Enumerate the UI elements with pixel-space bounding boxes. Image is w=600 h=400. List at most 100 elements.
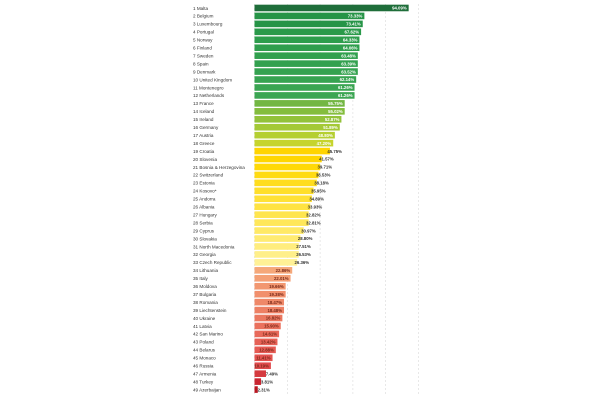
bar <box>254 139 334 147</box>
category-label: 33 Czech Republic <box>193 260 232 265</box>
value-label: 38.18% <box>314 181 329 186</box>
value-label: 22.86% <box>276 268 291 273</box>
bar <box>254 354 273 362</box>
value-label: 14.61% <box>263 332 278 337</box>
bar <box>254 290 286 298</box>
value-label: 13.42% <box>261 340 276 345</box>
value-label: 94.09% <box>392 6 407 11</box>
category-label: 31 North Macedonia <box>193 244 235 249</box>
category-label: 13 France <box>193 101 214 106</box>
category-label: 22 Switzerland <box>193 173 224 178</box>
bar <box>254 298 285 306</box>
category-label: 20 Slovenia <box>193 157 217 162</box>
category-label: 35 Italy <box>193 276 209 281</box>
value-label: 61.26% <box>338 93 353 98</box>
category-label: 12 Netherlands <box>193 93 225 98</box>
category-label: 34 Lithuania <box>193 268 218 273</box>
value-label: 64.06% <box>343 45 358 50</box>
category-label: 11 Montenegro <box>193 85 224 90</box>
bar <box>254 330 280 338</box>
bar <box>254 123 340 131</box>
category-label: 44 Belarus <box>193 348 216 353</box>
bar <box>254 131 335 139</box>
category-label: 6 Finland <box>193 46 212 51</box>
category-label: 21 Bosnia & Herzegovina <box>193 165 245 170</box>
category-label: 26 Albania <box>193 205 215 210</box>
bar <box>254 346 276 354</box>
value-label: 3.81% <box>261 379 273 384</box>
bar <box>254 378 262 385</box>
category-label: 10 United Kingdom <box>193 77 232 82</box>
value-label: 12.88% <box>259 348 274 353</box>
category-label: 1 Malta <box>193 6 209 11</box>
category-label: 39 Liechtenstein <box>193 308 227 313</box>
value-label: 41.57% <box>319 157 334 162</box>
bar <box>254 211 309 218</box>
value-label: 73.41% <box>346 22 361 27</box>
category-label: 28 Serbia <box>193 220 213 225</box>
category-label: 40 Ukraine <box>193 316 216 321</box>
bar <box>254 362 271 370</box>
bar <box>254 370 266 377</box>
bar <box>254 338 278 346</box>
value-label: 27.51% <box>296 244 311 249</box>
bar <box>254 235 301 242</box>
category-label: 25 Andorra <box>193 197 216 202</box>
bar <box>254 171 319 179</box>
value-label: 62.14% <box>340 77 355 82</box>
bar <box>254 386 258 393</box>
category-label: 16 Germany <box>193 125 219 130</box>
value-label: 63.39% <box>341 61 356 66</box>
bar <box>254 195 312 203</box>
category-label: 32 Georgia <box>193 252 216 257</box>
bar <box>254 52 358 59</box>
bar <box>254 92 355 99</box>
value-label: 26.36% <box>295 260 310 265</box>
value-label: 34.89% <box>309 196 324 201</box>
value-label: 63.52% <box>341 69 356 74</box>
category-label: 15 Ireland <box>193 117 214 122</box>
category-label: 8 Spain <box>193 61 209 66</box>
category-label: 9 Denmark <box>193 69 216 74</box>
category-label: 17 Austria <box>193 133 214 138</box>
value-label: 55.02% <box>328 109 343 114</box>
category-label: 36 Moldova <box>193 284 217 289</box>
value-label: 73.33% <box>348 14 363 19</box>
value-label: 61.26% <box>338 85 353 90</box>
value-label: 2.31% <box>258 387 270 392</box>
category-label: 29 Cyprus <box>193 228 215 233</box>
value-label: 52.87% <box>325 117 340 122</box>
bar <box>254 187 314 195</box>
category-label: 38 Romania <box>193 300 218 305</box>
value-label: 47.20% <box>317 141 332 146</box>
category-label: 4 Portugal <box>193 30 214 35</box>
bar <box>254 163 321 171</box>
bars <box>254 4 409 393</box>
value-label: 10.19% <box>254 363 269 368</box>
bar <box>254 147 330 155</box>
bar <box>254 20 363 28</box>
value-label: 38.53% <box>316 173 331 178</box>
value-label: 28.80% <box>298 236 313 241</box>
bar <box>254 36 360 44</box>
category-label: 5 Norway <box>193 38 213 43</box>
value-label: 33.93% <box>308 204 323 209</box>
value-label: 32.81% <box>306 220 321 225</box>
category-label: 48 Turkey <box>193 379 214 384</box>
bar <box>254 203 311 211</box>
category-labels: 1 Malta 2 Belgium 3 Luxembourg 4 Portugal 5 … <box>193 6 245 393</box>
category-label: 47 Armenia <box>193 371 217 376</box>
value-label: 18.48% <box>267 308 282 313</box>
bar <box>254 274 291 282</box>
bar <box>254 84 355 91</box>
bar <box>254 44 360 52</box>
bar <box>254 179 317 187</box>
value-label: 45.75% <box>327 149 342 154</box>
bar <box>254 60 358 67</box>
bar <box>254 306 285 314</box>
bar <box>254 314 283 322</box>
bar <box>254 115 342 123</box>
bar <box>254 155 322 163</box>
category-label: 27 Hungary <box>193 212 217 217</box>
